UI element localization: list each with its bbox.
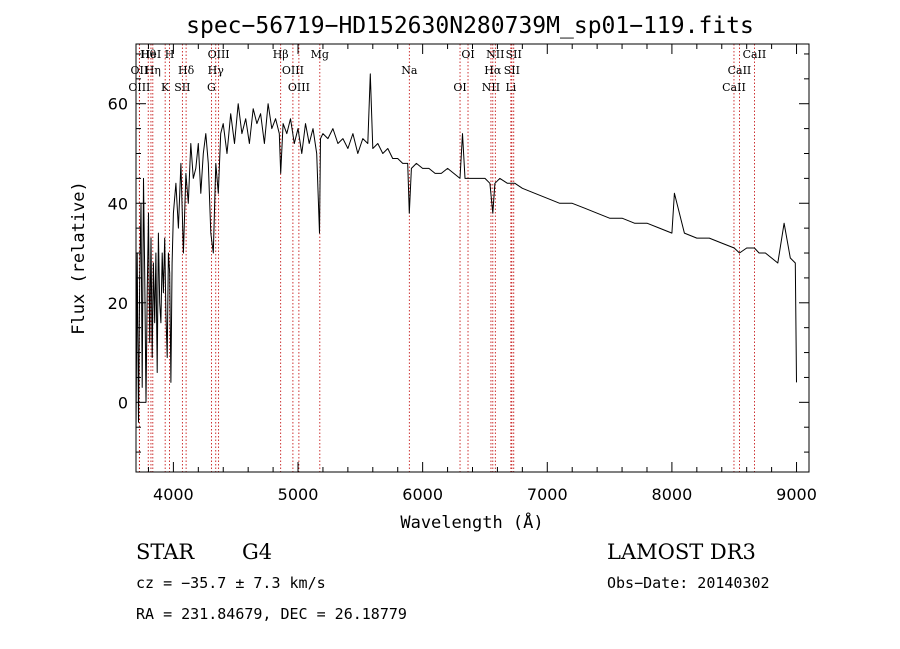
x-axis-ticks: 4000 5000 6000 7000 8000 9000	[147, 44, 817, 504]
x-tick-label: 6000	[402, 485, 443, 504]
flux-series	[135, 73, 797, 433]
spectral-line-label: Hθ	[140, 48, 157, 61]
flux-line-0	[135, 73, 797, 433]
y-tick-label: 60	[108, 95, 128, 114]
spectral-line-label: CaII	[728, 64, 752, 77]
y-tick-label: 20	[108, 294, 128, 313]
spectral-line-markers	[138, 44, 755, 472]
spectral-line-label: Hδ	[178, 64, 195, 77]
x-axis-label: Wavelength (Å)	[400, 511, 543, 533]
plot-frame	[135, 43, 810, 473]
spectral-line-label: OIII	[288, 81, 310, 94]
obs-date: Obs−Date: 20140302	[607, 574, 770, 592]
x-tick-label: 7000	[527, 485, 568, 504]
survey-name: LAMOST DR3	[607, 540, 756, 564]
spectral-line-label: Hβ	[273, 48, 289, 61]
y-axis-label: Flux (relative)	[69, 181, 89, 335]
spectral-line-label: SII	[174, 81, 190, 94]
spectral-line-label: OIII	[282, 64, 304, 77]
spectral-line-label: CaII	[722, 81, 746, 94]
chart-title: spec−56719−HD152630N280739M_sp01−119.fit…	[186, 13, 754, 39]
spectral-line-label: OIII	[208, 48, 230, 61]
spectral-line-label: SII	[506, 48, 522, 61]
x-tick-label: 8000	[652, 485, 693, 504]
spectral-line-label: OII	[131, 64, 149, 77]
spectral-line-label: HeI	[141, 48, 161, 61]
coordinates: RA = 231.84679, DEC = 26.18779	[136, 605, 407, 623]
spectral-line-label: Hη	[145, 64, 161, 77]
x-tick-label: 5000	[278, 485, 319, 504]
spectral-line-label: Hγ	[208, 64, 225, 77]
redshift-value: cz = −35.7 ± 7.3 km/s	[136, 574, 326, 592]
spectral-line-label: Mg	[311, 48, 329, 61]
spectral-line-label: OI	[461, 48, 474, 61]
spectral-line-label: Hα	[484, 64, 502, 77]
spectral-line-label: H	[165, 48, 175, 61]
y-tick-label: 0	[118, 393, 128, 412]
y-axis-ticks: 0 20 40 60	[108, 53, 809, 453]
spectral-line-labels: Hθ OII OIII HeI HηK HHδ SII OIII Hγ G Hβ OIII OIII Mg…	[128, 48, 766, 94]
object-subclass: G4	[242, 540, 272, 564]
y-tick-label: 40	[108, 194, 128, 213]
spectral-line-label: G	[207, 81, 216, 94]
spectral-line-label: OI	[453, 81, 466, 94]
x-tick-label: 4000	[153, 485, 194, 504]
x-tick-label: 9000	[776, 485, 817, 504]
object-class: STAR	[136, 540, 195, 564]
spectral-line-label: K	[161, 81, 170, 94]
spectral-line-label: CaII	[743, 48, 767, 61]
spectral-line-label: NII	[482, 81, 500, 94]
spectral-line-label: OIII	[128, 81, 150, 94]
spectral-line-label: NII	[486, 48, 504, 61]
spectral-line-label: SII	[504, 64, 520, 77]
spectral-line-label: Li	[505, 81, 516, 94]
spectral-line-label: Na	[401, 64, 418, 77]
